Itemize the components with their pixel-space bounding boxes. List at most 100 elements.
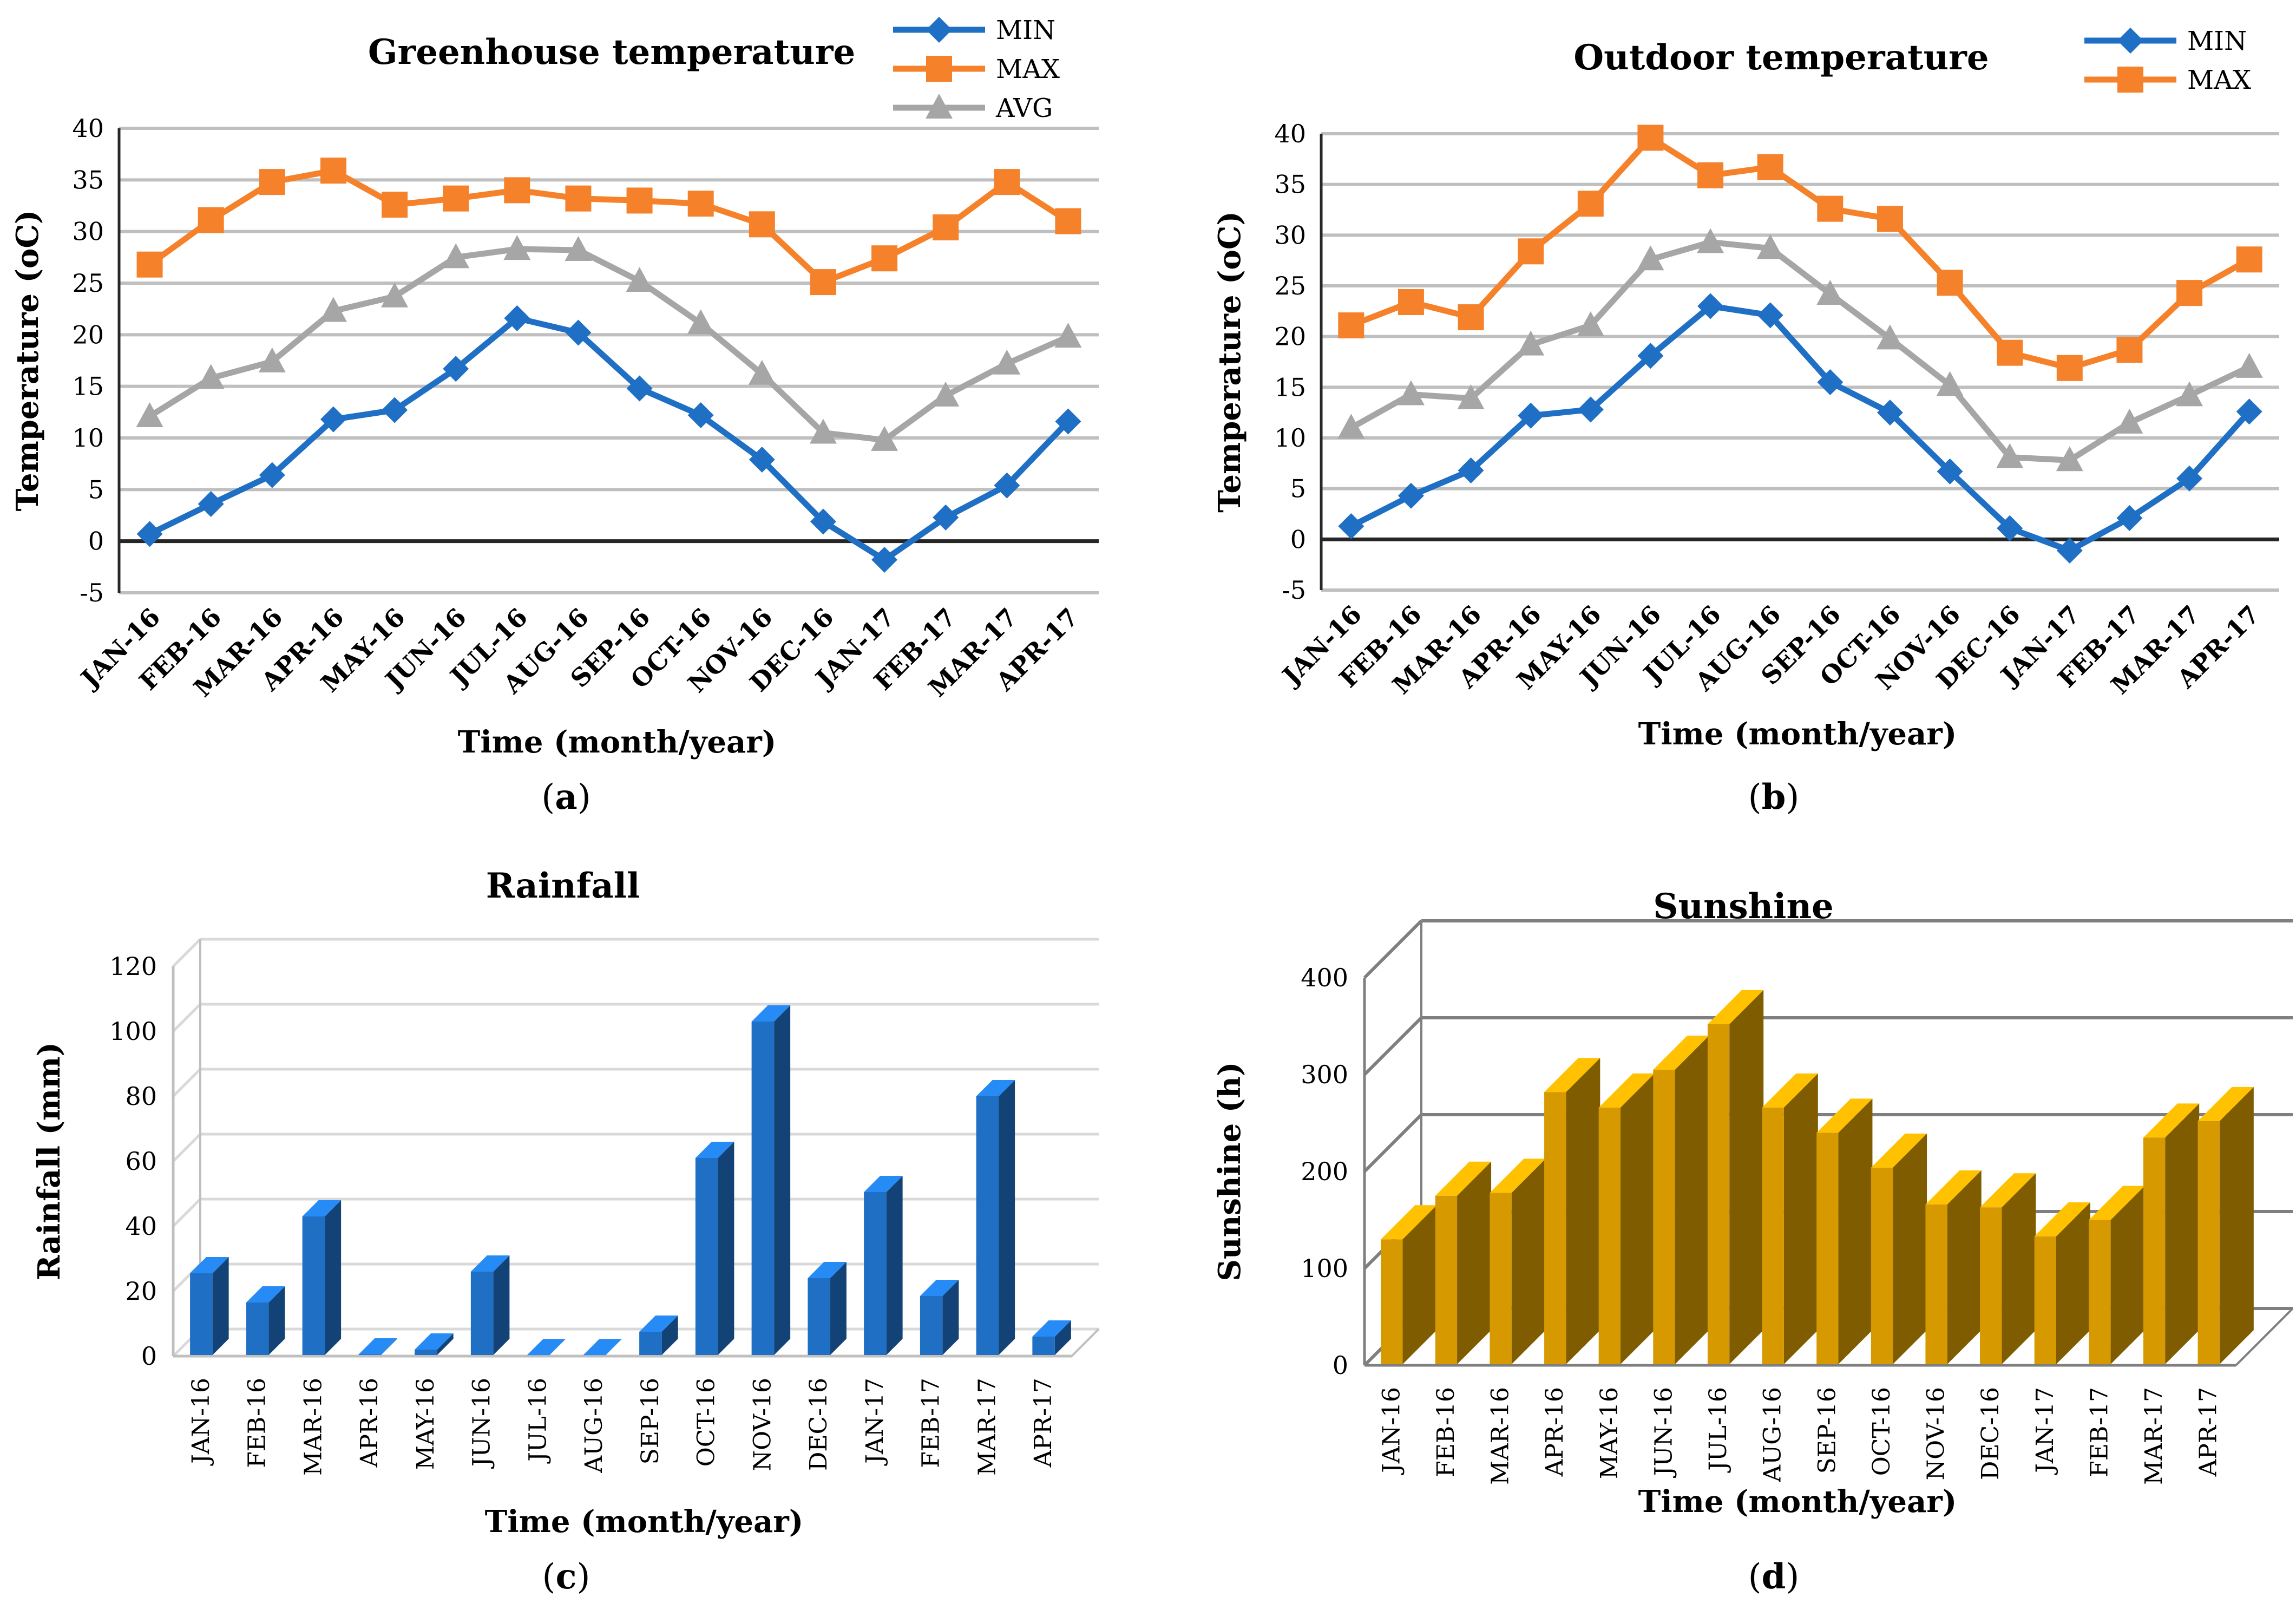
- bar-front: [1871, 1167, 1893, 1364]
- x-tick-label: MAR-17: [973, 1378, 1001, 1476]
- point-min: [871, 546, 898, 573]
- point-max: [994, 169, 1020, 195]
- point-avg: [1457, 384, 1485, 409]
- bar-front: [1925, 1204, 1947, 1364]
- bar-jul-16: [1707, 990, 1764, 1364]
- bar-feb-16: [246, 1286, 285, 1355]
- point-avg: [1876, 324, 1904, 350]
- point-max: [1817, 195, 1844, 222]
- bar-aug-16: [583, 1339, 622, 1356]
- point-avg: [1756, 234, 1784, 259]
- x-tick-label: MAY-16: [1596, 1387, 1623, 1479]
- chart-panel-outdoor: Outdoor temperature -5 0 5 10 15 20 25 30 35 40 JAN…: [1148, 0, 2296, 845]
- bar-oct-16: [1871, 1133, 1927, 1364]
- point-avg: [2116, 408, 2143, 434]
- legend-label-avg: AVG: [995, 93, 1053, 123]
- y-tick-label: 15: [1274, 372, 1306, 402]
- y-tick-label: 20: [72, 320, 104, 349]
- bar-side: [999, 1080, 1015, 1355]
- x-tick-label: FEB-16: [1432, 1387, 1460, 1477]
- bar-side: [212, 1257, 229, 1355]
- point-min: [198, 491, 224, 518]
- chart-panel-sunshine: Sunshine 0 100 200 300 400 JAN-16 FEB-16 MAR-16 A…: [1148, 845, 2296, 1623]
- point-min: [626, 375, 653, 402]
- bar-front: [1707, 1024, 1730, 1364]
- bar-front: [302, 1216, 325, 1355]
- bar-front: [2089, 1220, 2111, 1364]
- bar-jan-16: [190, 1257, 229, 1355]
- bar-side: [268, 1286, 285, 1355]
- x-tick-label: JUN-16: [468, 1378, 496, 1469]
- point-max: [2176, 280, 2203, 306]
- x-tick-label: OCT-16: [1868, 1387, 1895, 1476]
- point-max: [1338, 312, 1365, 339]
- point-min: [749, 447, 775, 473]
- series-line-max: [148, 167, 1070, 285]
- legend-marker-min: [926, 17, 952, 43]
- gridline-side: [172, 1003, 201, 1032]
- bar-top: [1925, 1170, 1982, 1205]
- bar-side: [718, 1142, 734, 1355]
- y-tick-label: 60: [125, 1147, 157, 1176]
- point-max: [749, 211, 775, 238]
- x-tick-label: FEB-16: [244, 1378, 271, 1468]
- bar-top: [1381, 1205, 1437, 1240]
- bar-side: [661, 1316, 678, 1355]
- point-avg: [748, 359, 776, 385]
- legend-label-min: MIN: [2187, 26, 2247, 56]
- bar-top: [920, 1280, 959, 1296]
- point-avg: [1397, 380, 1425, 405]
- x-tick-label: AUG-16: [1759, 1387, 1787, 1483]
- bar-top: [2034, 1202, 2090, 1236]
- point-avg: [1637, 245, 1664, 271]
- bar-nov-16: [1925, 1170, 1982, 1364]
- x-tick-label: JAN-17: [2031, 1387, 2059, 1475]
- point-avg: [1816, 279, 1844, 305]
- y-tick-label: 40: [125, 1212, 157, 1241]
- bar-top: [302, 1200, 342, 1216]
- y-tick-label: 100: [1301, 1254, 1348, 1283]
- bar-apr-16: [1544, 1058, 1600, 1364]
- bar-front: [920, 1296, 943, 1355]
- point-avg: [381, 282, 409, 307]
- point-max: [2056, 355, 2083, 381]
- y-axis-label: Sunshine (h): [1212, 1062, 1248, 1281]
- point-max: [2116, 337, 2143, 363]
- gridline-side: [172, 1068, 201, 1097]
- bar-top: [190, 1257, 229, 1273]
- x-tick-label: JAN-16: [1377, 1387, 1405, 1475]
- point-avg: [2056, 446, 2083, 472]
- y-tick-label: 30: [1274, 220, 1306, 250]
- point-min: [1817, 369, 1844, 395]
- x-axis-label: Time (month/year): [1638, 1484, 1957, 1520]
- bar-feb-17: [2089, 1186, 2145, 1364]
- point-max: [1757, 154, 1783, 180]
- bar-oct-16: [695, 1142, 734, 1355]
- bar-front: [1435, 1195, 1458, 1364]
- bar-front: [1598, 1107, 1621, 1364]
- y-tick-label: 400: [1301, 963, 1348, 992]
- bar-top: [1598, 1073, 1655, 1108]
- x-tick-label: JAN-17: [861, 1378, 889, 1466]
- bar-top: [639, 1316, 678, 1332]
- bar-mar-17: [2143, 1103, 2200, 1364]
- point-min: [504, 305, 530, 331]
- bar-side: [1729, 990, 1764, 1364]
- y-tick-label: 120: [109, 952, 157, 981]
- point-min: [259, 462, 285, 488]
- point-min: [1997, 515, 2023, 541]
- point-max: [382, 192, 408, 218]
- bar-mar-17: [976, 1080, 1015, 1355]
- point-avg: [809, 418, 837, 444]
- point-max: [136, 251, 163, 278]
- bar-side: [493, 1255, 510, 1355]
- point-min: [1757, 302, 1783, 329]
- bar-aug-16: [1762, 1073, 1818, 1364]
- point-avg: [503, 235, 531, 260]
- bar-dec-16: [808, 1262, 847, 1355]
- bar-jan-17: [2034, 1202, 2090, 1364]
- x-tick-label: APR-17: [1029, 1378, 1057, 1468]
- x-tick-label: FEB-17: [2085, 1387, 2113, 1477]
- bar-front: [2143, 1137, 2166, 1364]
- series-line-min: [148, 315, 1071, 563]
